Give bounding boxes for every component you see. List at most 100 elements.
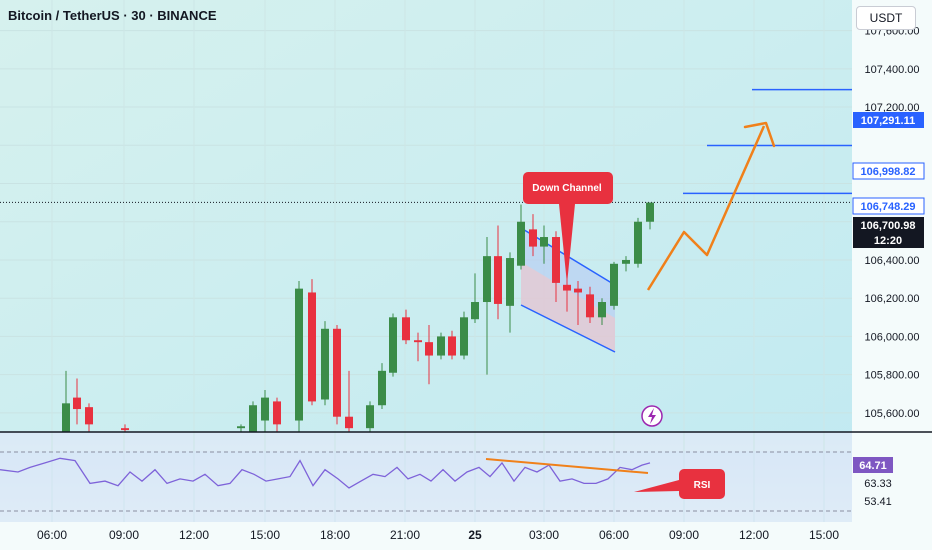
down-channel-lower-line (520, 304, 616, 353)
candle (249, 401, 257, 432)
candle-body (425, 342, 433, 356)
down-channel-label: Down Channel (532, 183, 602, 194)
candle-body (506, 258, 514, 306)
candle-body (249, 405, 257, 432)
candle-body (529, 229, 537, 247)
time-tick-label: 09:00 (109, 528, 139, 542)
price-tick-label: 106,400.00 (864, 255, 919, 267)
candle-body (321, 328, 329, 400)
candle-body (598, 302, 606, 318)
candle-body (85, 407, 93, 425)
candle (121, 424, 129, 432)
candle (483, 237, 491, 375)
candle-body (261, 397, 269, 421)
candle-body (62, 403, 70, 432)
candle (273, 397, 281, 432)
candle (237, 424, 245, 432)
candle (366, 401, 374, 432)
candle-body (378, 370, 386, 406)
candle-body (494, 256, 502, 304)
candle-body (563, 284, 571, 291)
candle-body (540, 237, 548, 247)
candle (610, 261, 618, 310)
candle-body (460, 317, 468, 356)
candle (425, 324, 433, 385)
forecast-path (646, 125, 766, 291)
time-tick-label: 12:00 (179, 528, 209, 542)
candle-body (333, 328, 341, 417)
candle (598, 298, 606, 325)
candle-body (574, 288, 582, 293)
candle (494, 225, 502, 320)
chart-title: Bitcoin / TetherUS · 30 · BINANCE (8, 8, 217, 23)
rsi-divergence-line (485, 458, 649, 474)
candle-body (622, 259, 630, 264)
candle-body (517, 221, 525, 266)
candle-body (73, 397, 81, 410)
candle (506, 252, 514, 333)
candle (378, 363, 386, 410)
price-label: 106,700.98 (860, 220, 915, 232)
candle-body (646, 202, 654, 222)
candle (529, 214, 537, 257)
down-channel-lower-fill (521, 262, 615, 352)
price-label-box (852, 197, 925, 215)
time-tick-label: 09:00 (669, 528, 699, 542)
time-tick-label: 03:00 (529, 528, 559, 542)
rsi-level-label: 53.41 (864, 496, 892, 508)
price-label: 106,748.29 (860, 201, 915, 213)
price-tick-label: 106,200.00 (864, 293, 919, 305)
candle (333, 324, 341, 425)
candle-body (471, 302, 479, 320)
candle-body (402, 317, 410, 341)
candle (261, 389, 269, 432)
candle-body (437, 336, 445, 356)
candle (308, 279, 316, 406)
candle (586, 286, 594, 324)
candle (414, 332, 422, 362)
candle-body (273, 401, 281, 425)
candle (402, 309, 410, 345)
candle-body (121, 428, 129, 431)
forecast-arrowhead (743, 121, 776, 148)
candle-body (610, 263, 618, 306)
price-tick-label: 106,000.00 (864, 331, 919, 343)
candle-body (586, 294, 594, 318)
rsi-current-box (853, 457, 893, 473)
candle (574, 280, 582, 325)
candle-body (552, 237, 560, 283)
price-tick-label: 105,600.00 (864, 408, 919, 420)
candle-body (414, 340, 422, 343)
time-tick-label: 06:00 (37, 528, 67, 542)
price-tick-label: 107,200.00 (864, 102, 919, 114)
lightning-bolt (648, 408, 656, 424)
candle-body (483, 256, 491, 303)
candle (448, 330, 456, 360)
time-tick-label: 06:00 (599, 528, 629, 542)
candle (73, 378, 81, 425)
rsi-current-label: 64.71 (859, 460, 887, 472)
candle (62, 370, 70, 432)
candle (321, 321, 329, 406)
price-label-box (853, 232, 924, 248)
time-tick-label: 25 (468, 528, 482, 542)
candle (552, 231, 560, 303)
time-tick-label: 15:00 (250, 528, 280, 542)
price-label-box (853, 217, 924, 233)
candle (540, 225, 548, 264)
candle-body (448, 336, 456, 356)
price-label-box (853, 112, 924, 128)
candle (563, 273, 571, 312)
candle (634, 217, 642, 268)
price-label-box (852, 162, 925, 180)
candle-body (308, 292, 316, 402)
rsi-callout-label: RSI (694, 480, 711, 491)
candle-body (389, 317, 397, 373)
price-label: 12:20 (874, 235, 902, 247)
rsi-level-label: 63.33 (864, 478, 892, 490)
currency-button[interactable]: USDT (856, 6, 916, 30)
time-tick-label: 18:00 (320, 528, 350, 542)
candle (646, 202, 654, 230)
